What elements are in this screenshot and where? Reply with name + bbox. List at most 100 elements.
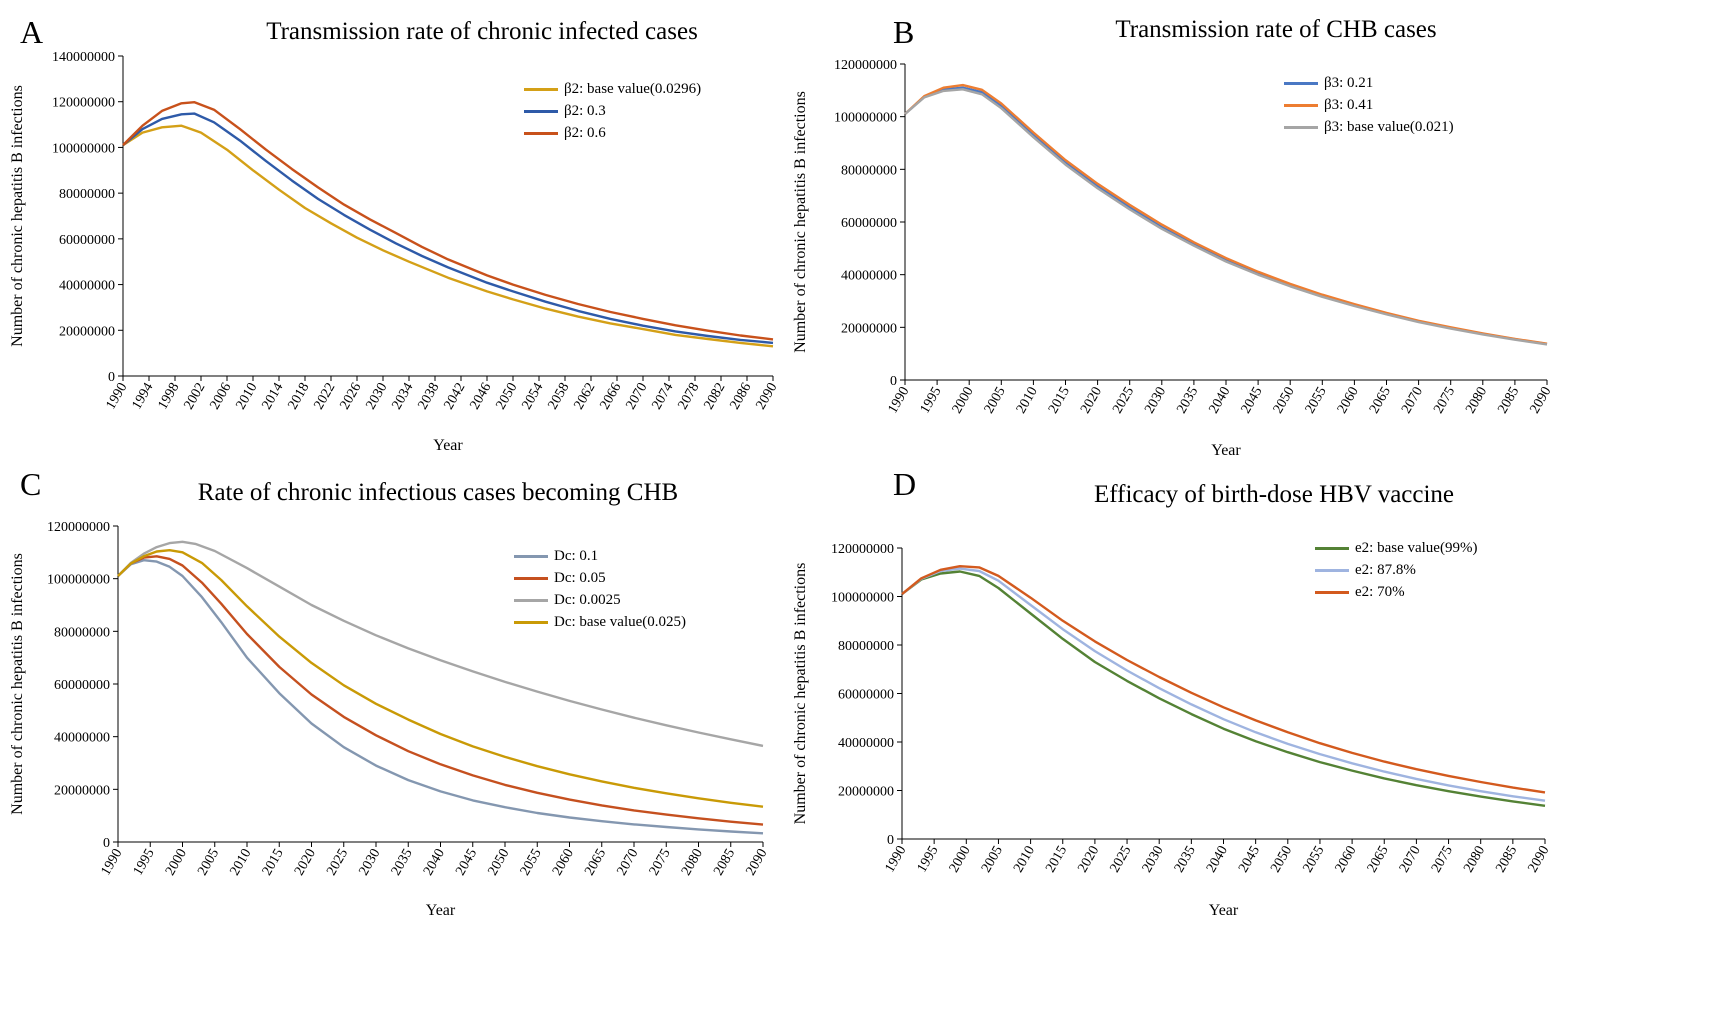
x-tick-label: 2038 <box>415 381 442 413</box>
x-tick-label: 2040 <box>1204 844 1231 876</box>
y-tick-label: 40000000 <box>59 279 115 294</box>
legend-swatch <box>1315 568 1349 572</box>
legend-label: β3: 0.21 <box>1324 74 1374 91</box>
x-tick-label: 2026 <box>337 381 364 413</box>
x-tick-label: 2085 <box>1493 844 1520 876</box>
legend-swatch <box>1315 546 1349 550</box>
x-tick-label: 2035 <box>389 847 416 879</box>
x-tick-label: 1990 <box>98 847 125 879</box>
legend-entry: Dc: 0.05 <box>514 567 686 589</box>
x-tick-label: 2085 <box>1495 385 1522 417</box>
y-tick-label: 60000000 <box>838 688 894 703</box>
x-tick-label: 2025 <box>324 847 351 879</box>
x-tick-label: 2006 <box>207 381 234 413</box>
panel-label: A <box>20 14 44 50</box>
x-tick-label: 1995 <box>918 385 945 417</box>
chart-svg: 0 20000000 40000000 60000000 80000000 1000000… <box>792 542 1552 919</box>
chart-svg: 0 20000000 40000000 60000000 80000000 1000000… <box>9 50 780 454</box>
x-tick-label: 1998 <box>155 381 182 413</box>
chart-title: Transmission rate of CHB cases <box>1115 16 1437 43</box>
x-tick-label: 2080 <box>1461 844 1488 876</box>
legend-entry: β2: 0.6 <box>524 122 701 144</box>
chart-legend: Dc: 0.1 Dc: 0.05 Dc: 0.0025 Dc: base value(… <box>514 545 686 633</box>
legend-swatch <box>514 620 548 624</box>
y-tick-label: 60000000 <box>841 216 897 231</box>
x-tick-label: 2015 <box>260 847 287 879</box>
y-tick-label: 100000000 <box>52 141 115 156</box>
y-tick-label: 20000000 <box>59 324 115 339</box>
legend-swatch <box>1315 590 1349 594</box>
x-tick-label: 2090 <box>743 847 770 879</box>
y-tick-label: 100000000 <box>47 573 110 588</box>
x-tick-label: 2090 <box>1525 844 1552 876</box>
x-tick-label: 2085 <box>711 847 738 879</box>
legend-label: β2: base value(0.0296) <box>564 80 702 97</box>
legend-swatch <box>1284 81 1318 85</box>
series-line-3 <box>122 101 774 341</box>
legend-label: β3: base value(0.021) <box>1324 118 1454 135</box>
legend-swatch <box>524 87 558 91</box>
x-tick-label: 2080 <box>679 847 706 879</box>
x-tick-label: 2070 <box>1399 385 1426 417</box>
legend-swatch <box>1284 103 1318 107</box>
x-tick-label: 2060 <box>550 847 577 879</box>
x-tick-label: 2045 <box>453 847 480 879</box>
y-tick-label: 80000000 <box>59 187 115 202</box>
y-tick-label: 0 <box>890 374 897 389</box>
x-tick-label: 2002 <box>181 381 208 413</box>
series-line-4 <box>117 549 764 808</box>
chart-panel-c: C Rate of chronic infectious cases becom… <box>0 468 863 1026</box>
chart-title: Transmission rate of chronic infected ca… <box>266 18 698 45</box>
x-tick-label: 2055 <box>518 847 545 879</box>
x-tick-label: 2075 <box>1429 844 1456 876</box>
y-tick-label: 120000000 <box>831 542 894 557</box>
series-line-1 <box>901 570 1546 807</box>
x-tick-label: 2058 <box>545 381 572 413</box>
legend-swatch <box>514 576 548 580</box>
x-tick-label: 2030 <box>363 381 390 413</box>
x-tick-label: 2054 <box>519 381 546 413</box>
series-line-2 <box>901 567 1546 802</box>
x-tick-label: 2075 <box>1431 385 1458 417</box>
x-tick-label: 2055 <box>1300 844 1327 876</box>
x-tick-label: 2010 <box>233 381 260 413</box>
y-axis-label: Number of chronic hepatitis B infections <box>792 91 809 353</box>
x-tick-label: 2034 <box>389 381 416 413</box>
x-tick-label: 2070 <box>614 847 641 879</box>
x-tick-label: 2022 <box>311 381 338 413</box>
chart-svg: 0 20000000 40000000 60000000 80000000 1000000… <box>9 520 770 919</box>
x-tick-label: 2020 <box>1078 385 1105 417</box>
chart-legend: β2: base value(0.0296) β2: 0.3 β2: 0.6 <box>524 78 701 144</box>
x-tick-label: 2014 <box>259 381 286 413</box>
x-tick-label: 2086 <box>727 381 754 413</box>
x-axis-label: Year <box>433 437 463 454</box>
y-tick-label: 20000000 <box>54 783 110 798</box>
x-tick-label: 2000 <box>950 385 977 417</box>
x-axis-label: Year <box>1209 902 1239 919</box>
x-tick-label: 2045 <box>1236 844 1263 876</box>
legend-swatch <box>514 598 548 602</box>
y-tick-label: 40000000 <box>838 736 894 751</box>
y-tick-label: 100000000 <box>831 591 894 606</box>
x-tick-label: 2025 <box>1108 844 1135 876</box>
chart-title: Efficacy of birth-dose HBV vaccine <box>1093 481 1455 508</box>
series-line-3 <box>904 88 1548 346</box>
x-tick-label: 2065 <box>1365 844 1392 876</box>
x-tick-label: 2065 <box>1367 385 1394 417</box>
chart-panel-a: A Transmission rate of chronic infected … <box>0 0 863 513</box>
x-tick-label: 2010 <box>1011 844 1038 876</box>
x-tick-label: 1990 <box>103 381 130 413</box>
legend-entry: e2: 70% <box>1315 581 1477 603</box>
x-tick-label: 2050 <box>493 381 520 413</box>
legend-label: Dc: 0.05 <box>554 569 606 586</box>
chart-panel-b: B Transmission rate of CHB cases 0 200000… <box>792 0 1726 513</box>
x-tick-label: 2030 <box>1140 844 1167 876</box>
x-tick-label: 1990 <box>882 844 909 876</box>
legend-entry: e2: 87.8% <box>1315 559 1477 581</box>
x-tick-label: 2018 <box>285 381 312 413</box>
x-tick-label: 2045 <box>1239 385 1266 417</box>
legend-label: e2: 70% <box>1355 583 1405 600</box>
x-tick-label: 2005 <box>195 847 222 879</box>
legend-entry: e2: base value(99%) <box>1315 537 1477 559</box>
x-tick-label: 2070 <box>623 381 650 413</box>
